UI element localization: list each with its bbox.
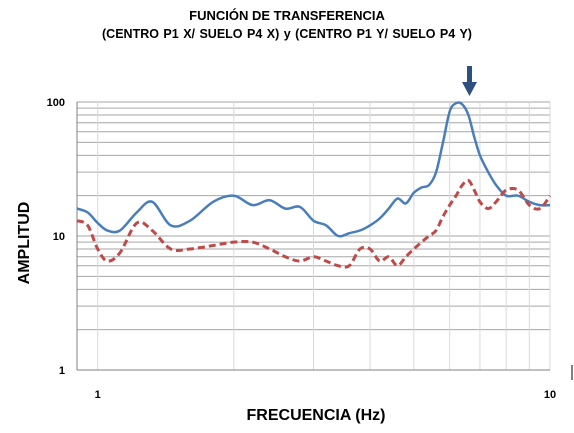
series-layer xyxy=(76,101,552,269)
x-tick-label: 10 xyxy=(544,389,556,401)
chart-subtitle: (CENTRO P1 X/ SUELO P4 X) y (CENTRO P1 Y… xyxy=(102,27,472,41)
x-axis-label: FRECUENCIA (Hz) xyxy=(247,407,386,424)
chart-title: FUNCIÓN DE TRANSFERENCIA xyxy=(189,8,385,23)
series-2-line xyxy=(76,178,552,269)
x-tick-label: 1 xyxy=(95,389,101,401)
tick-labels: 100 10 1 1 10 xyxy=(47,97,556,401)
y-axis-label: AMPLITUD xyxy=(16,202,33,285)
peak-arrow-icon xyxy=(462,66,477,96)
y-tick-label: 10 xyxy=(53,231,65,243)
y-tick-label: 1 xyxy=(59,365,65,377)
y-tick-label: 100 xyxy=(47,97,65,109)
series-1-line xyxy=(76,101,551,238)
grid xyxy=(76,101,551,371)
